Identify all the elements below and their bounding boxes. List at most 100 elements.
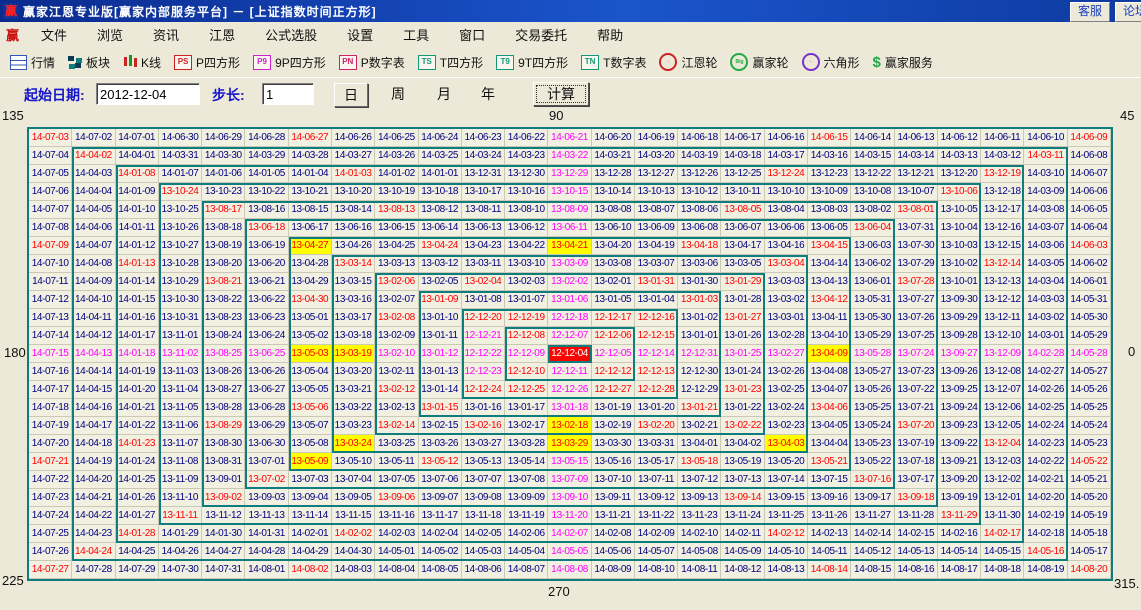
- date-cell[interactable]: 13-07-15: [808, 471, 852, 489]
- date-cell[interactable]: 13-03-06: [678, 255, 722, 273]
- date-cell[interactable]: 14-07-21: [29, 453, 73, 471]
- date-cell[interactable]: 13-08-25: [202, 345, 246, 363]
- date-cell[interactable]: 13-04-28: [288, 255, 332, 273]
- date-cell[interactable]: 13-03-20: [331, 363, 376, 381]
- date-cell[interactable]: 14-03-12: [981, 147, 1025, 165]
- date-cell[interactable]: 13-11-02: [158, 345, 203, 363]
- date-cell[interactable]: 13-05-15: [548, 453, 592, 471]
- date-cell[interactable]: 12-12-24: [461, 381, 506, 399]
- date-cell[interactable]: 13-07-23: [894, 363, 938, 381]
- date-cell[interactable]: 13-08-15: [288, 201, 332, 219]
- date-cell[interactable]: 13-03-15: [331, 273, 376, 291]
- date-cell[interactable]: 13-10-29: [158, 273, 203, 291]
- date-cell[interactable]: 14-07-17: [29, 381, 73, 399]
- date-cell[interactable]: 13-06-15: [375, 219, 419, 237]
- date-cell[interactable]: 14-03-11: [1024, 147, 1068, 165]
- date-cell[interactable]: 13-10-11: [721, 183, 765, 201]
- date-cell[interactable]: 13-07-14: [764, 471, 809, 489]
- date-cell[interactable]: 13-08-19: [202, 237, 246, 255]
- date-cell[interactable]: 13-11-16: [375, 507, 419, 525]
- date-cell[interactable]: 14-08-18: [981, 561, 1025, 579]
- date-cell[interactable]: 13-08-30: [202, 435, 246, 453]
- date-cell[interactable]: 13-10-14: [591, 183, 635, 201]
- date-cell[interactable]: 13-06-20: [245, 255, 289, 273]
- date-cell[interactable]: 14-05-19: [1067, 507, 1111, 525]
- date-cell[interactable]: 13-03-13: [375, 255, 419, 273]
- date-cell[interactable]: 14-01-18: [115, 345, 159, 363]
- date-cell[interactable]: 14-04-22: [72, 507, 116, 525]
- date-cell[interactable]: 14-06-20: [591, 129, 635, 147]
- date-cell[interactable]: 14-06-14: [851, 129, 895, 147]
- date-cell[interactable]: 13-12-18: [981, 183, 1025, 201]
- date-cell[interactable]: 14-06-18: [678, 129, 722, 147]
- date-cell[interactable]: 13-12-20: [937, 165, 982, 183]
- date-cell[interactable]: 12-12-08: [505, 327, 549, 345]
- date-cell[interactable]: 14-01-12: [115, 237, 159, 255]
- date-cell[interactable]: 13-11-17: [418, 507, 462, 525]
- date-cell[interactable]: 13-12-30: [505, 165, 549, 183]
- date-cell[interactable]: 14-05-04: [505, 543, 549, 561]
- date-cell[interactable]: 13-11-29: [937, 507, 982, 525]
- toolbar-button-T四方形[interactable]: TS T四方形: [417, 54, 483, 71]
- date-cell[interactable]: 13-06-30: [245, 435, 289, 453]
- date-cell[interactable]: 14-07-29: [115, 561, 159, 579]
- date-cell[interactable]: 14-04-18: [72, 435, 116, 453]
- date-cell[interactable]: 12-12-10: [505, 363, 549, 381]
- date-cell[interactable]: 13-10-31: [158, 309, 203, 327]
- date-cell[interactable]: 14-06-30: [158, 129, 203, 147]
- date-cell[interactable]: 13-08-22: [202, 291, 246, 309]
- date-cell[interactable]: 13-04-17: [721, 237, 765, 255]
- date-cell[interactable]: 13-11-10: [158, 489, 203, 507]
- date-cell[interactable]: 13-01-05: [591, 291, 635, 309]
- date-cell[interactable]: 13-09-23: [937, 417, 982, 435]
- date-cell[interactable]: 14-03-31: [158, 147, 203, 165]
- date-cell[interactable]: 13-02-04: [461, 273, 506, 291]
- date-cell[interactable]: 14-03-29: [245, 147, 289, 165]
- date-cell[interactable]: 13-10-12: [678, 183, 722, 201]
- date-cell[interactable]: 13-11-15: [331, 507, 376, 525]
- date-cell[interactable]: 13-03-08: [591, 255, 635, 273]
- date-cell[interactable]: 14-04-03: [72, 165, 116, 183]
- date-cell[interactable]: 13-12-15: [981, 237, 1025, 255]
- date-cell[interactable]: 14-02-28: [1024, 345, 1068, 363]
- date-cell[interactable]: 13-01-02: [678, 309, 722, 327]
- date-cell[interactable]: 14-06-12: [937, 129, 982, 147]
- date-cell[interactable]: 14-03-23: [505, 147, 549, 165]
- date-cell[interactable]: 14-07-20: [29, 435, 73, 453]
- date-cell[interactable]: 14-04-02: [72, 147, 116, 165]
- date-cell[interactable]: 13-07-04: [331, 471, 376, 489]
- date-cell[interactable]: 14-06-16: [764, 129, 809, 147]
- date-cell[interactable]: 13-03-21: [331, 381, 376, 399]
- date-cell[interactable]: 14-08-11: [678, 561, 722, 579]
- date-cell[interactable]: 12-12-29: [678, 381, 722, 399]
- date-cell[interactable]: 13-04-27: [288, 237, 332, 255]
- date-cell[interactable]: 13-06-16: [331, 219, 376, 237]
- date-cell[interactable]: 14-02-05: [461, 525, 506, 543]
- date-cell[interactable]: 13-10-01: [937, 273, 982, 291]
- date-cell[interactable]: 14-08-02: [288, 561, 332, 579]
- date-cell[interactable]: 13-12-02: [981, 471, 1025, 489]
- date-cell[interactable]: 14-06-02: [1067, 255, 1111, 273]
- date-cell[interactable]: 13-02-21: [678, 417, 722, 435]
- date-cell[interactable]: 14-06-01: [1067, 273, 1111, 291]
- date-cell[interactable]: 14-06-23: [461, 129, 506, 147]
- date-cell[interactable]: 13-03-03: [764, 273, 809, 291]
- date-cell[interactable]: 13-10-19: [375, 183, 419, 201]
- date-cell[interactable]: 13-08-23: [202, 309, 246, 327]
- date-cell[interactable]: 14-05-30: [1067, 309, 1111, 327]
- date-cell[interactable]: 14-03-09: [1024, 183, 1068, 201]
- date-cell[interactable]: 12-12-11: [548, 363, 592, 381]
- date-cell[interactable]: 13-01-11: [418, 327, 462, 345]
- toolbar-button-江恩轮[interactable]: ◦ 江恩轮: [659, 53, 717, 71]
- date-cell[interactable]: 13-10-26: [158, 219, 203, 237]
- date-cell[interactable]: 13-01-27: [721, 309, 765, 327]
- date-cell[interactable]: 13-05-02: [288, 327, 332, 345]
- date-cell[interactable]: 14-08-07: [505, 561, 549, 579]
- date-cell[interactable]: 14-08-12: [721, 561, 765, 579]
- date-cell[interactable]: 13-10-28: [158, 255, 203, 273]
- date-cell[interactable]: 14-07-27: [29, 561, 73, 579]
- date-cell[interactable]: 13-04-09: [808, 345, 852, 363]
- date-cell[interactable]: 12-12-22: [461, 345, 506, 363]
- date-cell[interactable]: 13-04-30: [288, 291, 332, 309]
- date-cell[interactable]: 13-03-12: [418, 255, 462, 273]
